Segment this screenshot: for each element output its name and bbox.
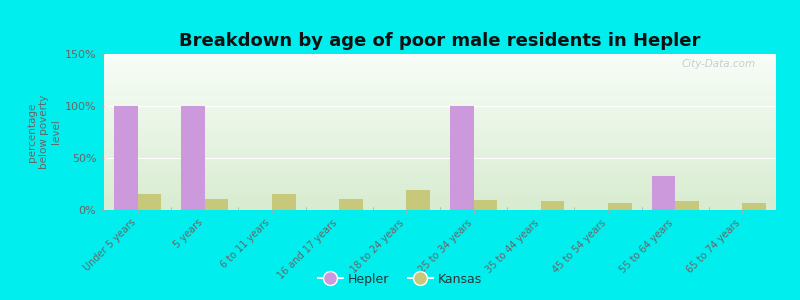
Text: City-Data.com: City-Data.com bbox=[682, 59, 756, 69]
Y-axis label: percentage
below poverty
level: percentage below poverty level bbox=[27, 95, 61, 169]
Bar bbox=[406, 190, 430, 210]
Title: Breakdown by age of poor male residents in Hepler: Breakdown by age of poor male residents … bbox=[179, 32, 701, 50]
Bar bbox=[450, 106, 474, 210]
Bar bbox=[652, 176, 675, 210]
Bar bbox=[742, 203, 766, 210]
Legend: Hepler, Kansas: Hepler, Kansas bbox=[313, 268, 487, 291]
Bar bbox=[608, 203, 631, 210]
Bar bbox=[541, 201, 564, 210]
Bar bbox=[339, 199, 362, 210]
Bar bbox=[138, 194, 161, 210]
Bar bbox=[114, 106, 138, 210]
Bar bbox=[182, 106, 205, 210]
Bar bbox=[205, 199, 228, 210]
Bar bbox=[675, 201, 698, 210]
Bar bbox=[272, 194, 295, 210]
Bar bbox=[474, 200, 497, 210]
